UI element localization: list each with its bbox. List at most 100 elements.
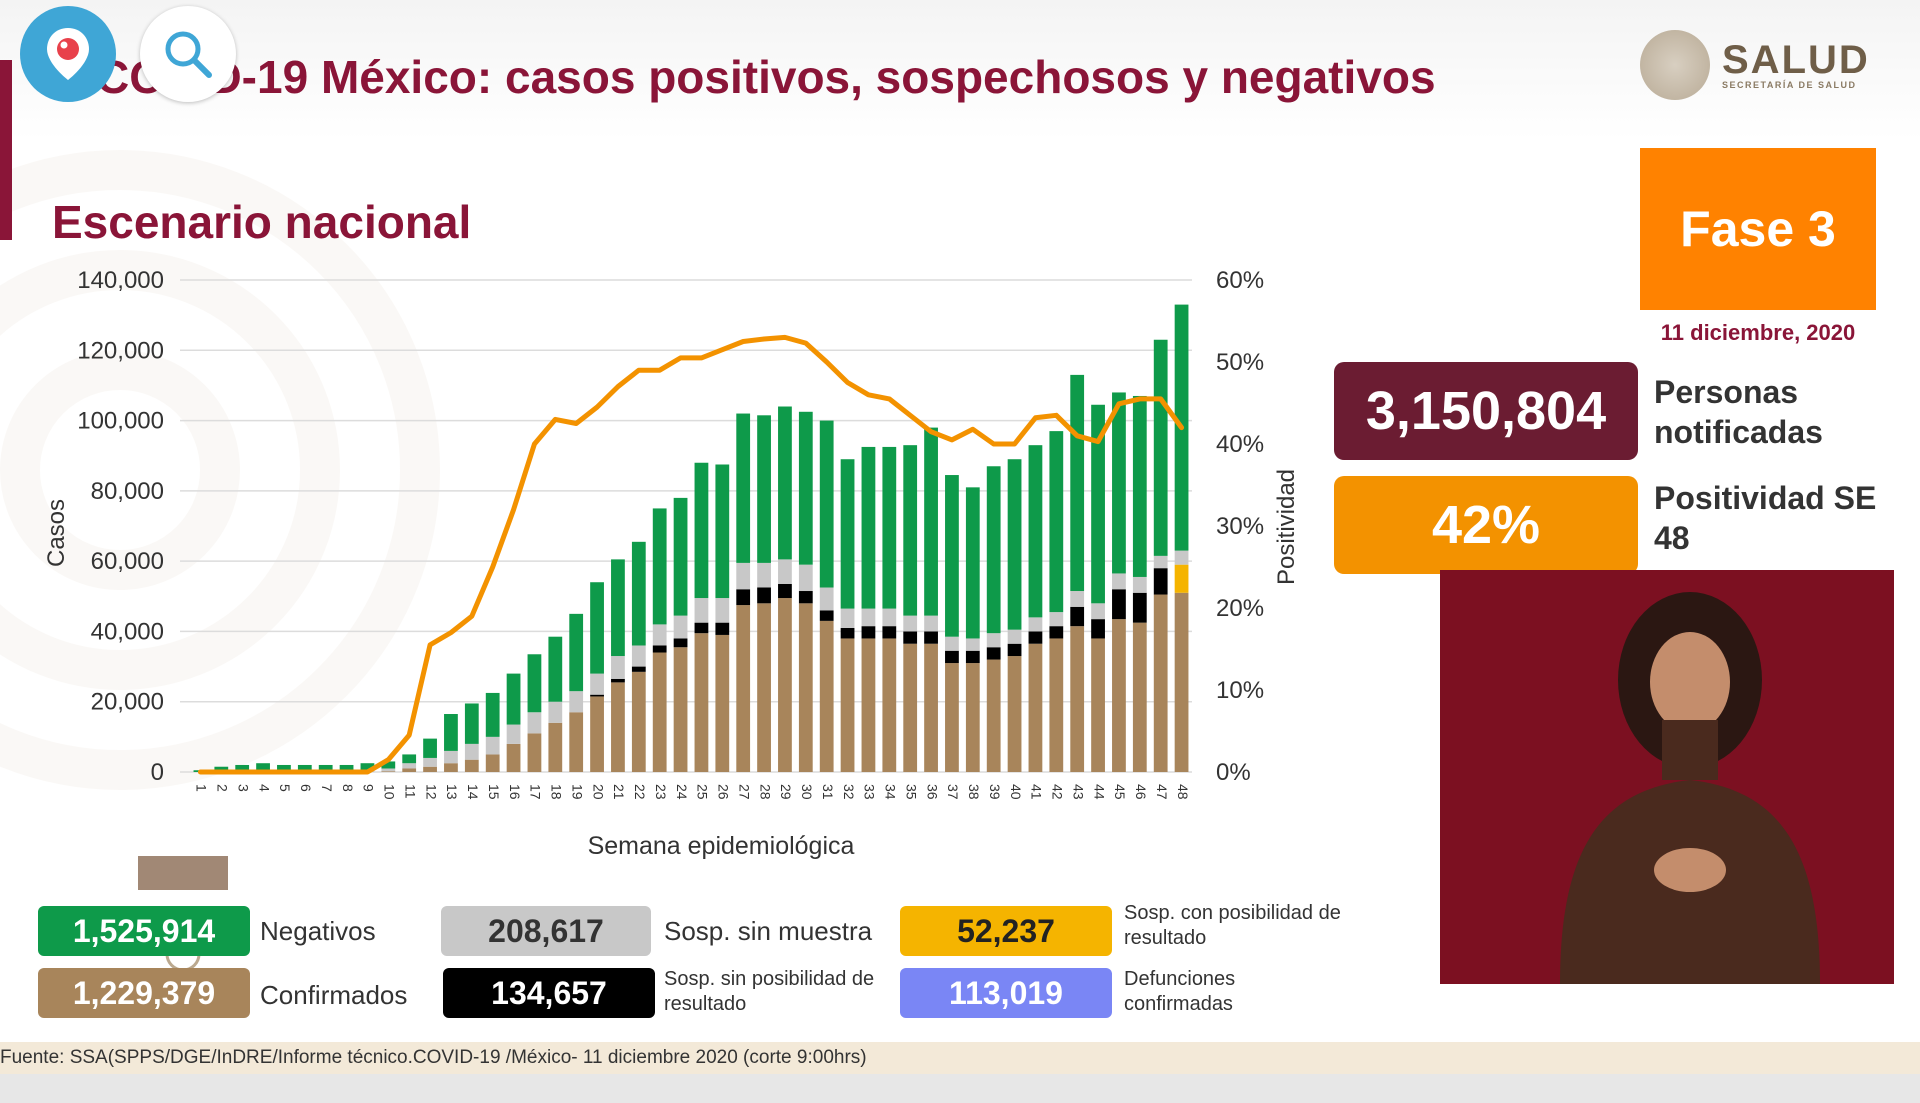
bar-negativos [590,582,604,674]
bar-negativos [778,406,792,560]
legend-negativos-value: 1,525,914 [38,906,250,956]
y2-tick-label: 50% [1216,349,1264,376]
bar-sosp-sin-muestra [569,691,584,713]
legend-sin-posibilidad-label: Sosp. sin posibilidad de resultado [664,968,875,1015]
bar-sosp-sin-muestra [882,608,897,627]
bar-sosp-sin-posibilidad-de-resultado [1049,626,1064,639]
section-subtitle: Escenario nacional [52,196,472,248]
bar-sosp-sin-posibilidad-de-resultado [611,678,625,683]
x-tick-label: 30 [799,784,815,800]
bar-confirmados [527,733,542,772]
y2-tick-label: 20% [1216,595,1264,622]
legend-confirmados-value: 1,229,379 [38,968,250,1018]
bar-negativos [423,738,437,758]
bar-confirmados [924,643,938,772]
x-tick-label: 45 [1112,784,1128,800]
bar-sosp-sin-posibilidad-de-resultado [1091,619,1105,639]
bar-sosp-sin-posibilidad-de-resultado [1007,643,1022,657]
bar-confirmados [631,671,646,772]
bar-sosp-sin-muestra [945,636,959,651]
bar-negativos [673,497,688,616]
bar-confirmados [1153,594,1168,772]
bar-sosp-sin-muestra [1049,612,1064,627]
bar-sosp-sin-posibilidad-de-resultado [757,587,771,604]
bar-confirmados [485,754,500,772]
x-tick-label: 14 [465,784,481,800]
bar-sosp-sin-muestra [381,768,396,772]
bar-confirmados [1070,626,1085,772]
periscope-button[interactable] [20,6,116,102]
bar-negativos [381,761,396,769]
bar-negativos [527,654,542,713]
x-tick-label: 40 [1008,784,1024,800]
x-tick-label: 44 [1091,784,1107,800]
x-tick-label: 37 [945,784,961,800]
legend-confirmados-label: Confirmados [260,980,408,1010]
bar-negativos [1049,431,1064,613]
x-tick-label: 25 [695,784,711,800]
bar-sosp-sin-muestra [819,587,834,611]
x-tick-label: 21 [611,784,627,800]
bar-sosp-sin-posibilidad-de-resultado [736,589,751,606]
bar-confirmados [1028,643,1043,772]
notified-count: 3,150,804 [1334,362,1638,460]
bar-negativos [402,754,417,764]
x-tick-label: 11 [402,784,418,799]
bar-sosp-con-posibilidad-de-resultado [1174,564,1189,593]
bar-sosp-sin-posibilidad-de-resultado [590,694,604,697]
bar-sosp-sin-posibilidad-de-resultado [1112,589,1126,620]
legend-sin-muestra-label: Sosp. sin muestra [664,916,873,946]
bar-negativos [631,541,646,646]
notified-label: Personas notificadas [1654,374,1823,450]
x-tick-label: 15 [486,784,502,800]
x-tick-label: 6 [298,784,314,792]
bar-sosp-sin-muestra [402,763,417,769]
sign-language-interpreter [1440,570,1894,984]
y2-tick-label: 40% [1216,431,1264,458]
x-axis-title: Semana epidemiológica [588,832,855,860]
bar-confirmados [673,647,688,772]
bar-sosp-sin-muestra [423,757,437,767]
bar-confirmados [1091,638,1105,772]
phase-badge: Fase 3 [1640,148,1876,310]
x-tick-label: 4 [256,784,272,792]
bar-sosp-sin-muestra [840,608,855,628]
bar-sosp-sin-posibilidad-de-resultado [1132,592,1147,623]
x-tick-label: 42 [1050,784,1066,800]
x-tick-label: 34 [883,784,899,800]
legend-sin-posibilidad-value: 134,657 [443,968,655,1018]
bar-negativos [444,714,458,751]
x-tick-label: 12 [423,784,439,800]
x-tick-label: 16 [507,784,523,800]
bar-sosp-sin-posibilidad-de-resultado [631,666,646,672]
positivity-line [197,334,1185,775]
x-tick-label: 29 [778,784,794,800]
bar-negativos [569,613,584,692]
accent-bar [0,60,12,240]
search-button[interactable] [140,6,236,102]
x-tick-label: 23 [653,784,669,800]
bar-sosp-sin-posibilidad-de-resultado [1070,606,1085,627]
location-pin-icon [47,28,89,80]
x-tick-label: 31 [820,784,836,800]
bar-sosp-sin-posibilidad-de-resultado [778,583,792,599]
x-tick-label: 1 [194,784,210,792]
x-tick-label: 22 [632,784,648,800]
bar-sosp-sin-muestra [1153,555,1168,569]
bar-sosp-sin-muestra [631,645,646,667]
y2-tick-label: 0% [1216,759,1251,786]
bar-sosp-sin-muestra [548,701,563,723]
bar-negativos [360,763,375,771]
bar-sosp-sin-muestra [611,656,625,679]
legend-defunciones-label: Defunciones confirmadas [1124,968,1236,1015]
bar-negativos [506,673,521,725]
x-tick-label: 39 [987,784,1003,800]
bar-sosp-sin-muestra [673,615,688,639]
x-tick-label: 3 [235,784,251,792]
bar-negativos [945,475,959,637]
bar-confirmados [819,620,834,772]
bar-sosp-sin-muestra [590,673,604,695]
interpreter-figure [1560,592,1820,984]
y-tick-label: 60,000 [91,548,164,575]
bar-negativos [903,445,918,616]
